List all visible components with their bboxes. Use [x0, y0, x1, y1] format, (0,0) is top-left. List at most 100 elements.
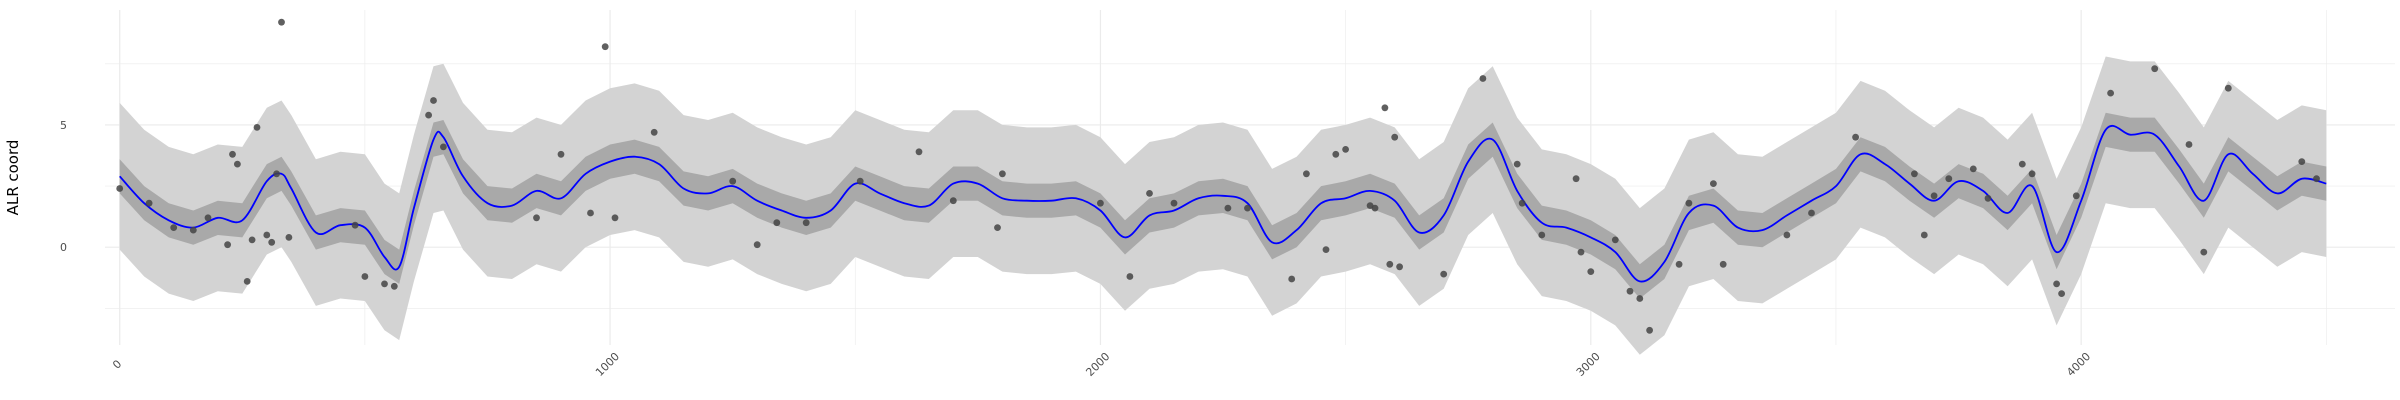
- data-point: [268, 238, 276, 246]
- data-point: [1611, 236, 1619, 244]
- x-tick-label: 1000: [593, 350, 622, 379]
- data-point: [856, 177, 864, 185]
- x-tick-label: 0: [110, 357, 124, 371]
- data-point: [1587, 268, 1595, 275]
- data-point: [1332, 150, 1340, 158]
- inner-credible-band: [119, 112, 2327, 299]
- data-point: [1371, 204, 1379, 212]
- data-point: [116, 185, 124, 192]
- data-point: [1146, 190, 1153, 197]
- data-point: [170, 224, 178, 232]
- data-point: [533, 214, 540, 222]
- data-point: [949, 197, 957, 205]
- y-axis-title: ALR coord: [4, 140, 22, 216]
- point-layer: [116, 18, 2320, 334]
- data-point: [1381, 104, 1389, 112]
- data-point: [2072, 192, 2080, 200]
- data-point: [611, 214, 619, 222]
- data-point: [351, 221, 359, 229]
- y-tick-label: 5: [60, 119, 67, 132]
- data-point: [243, 278, 251, 285]
- data-point: [145, 199, 153, 207]
- data-point: [1945, 175, 1953, 183]
- data-point: [2224, 84, 2232, 92]
- data-point: [2200, 248, 2208, 256]
- y-tick-label: 0: [60, 241, 67, 254]
- data-point: [2151, 65, 2159, 73]
- data-point: [390, 282, 398, 290]
- data-point: [1440, 270, 1448, 278]
- data-point: [2053, 280, 2061, 288]
- data-point: [994, 224, 1001, 232]
- data-point: [1852, 133, 1859, 141]
- data-point: [2107, 89, 2115, 97]
- x-tick-label: 3000: [1574, 350, 1603, 379]
- data-point: [189, 226, 197, 234]
- x-tick-label: 2000: [1083, 350, 1112, 379]
- data-point: [1646, 326, 1653, 334]
- data-point: [1920, 231, 1928, 239]
- data-point: [1808, 209, 1815, 217]
- data-point: [1719, 260, 1727, 268]
- data-point: [273, 170, 280, 178]
- data-point: [601, 43, 609, 51]
- data-point: [285, 234, 293, 241]
- data-point: [1126, 273, 1134, 280]
- x-tick-label: 4000: [2064, 350, 2093, 379]
- data-point: [1969, 165, 1977, 173]
- data-point: [753, 241, 761, 249]
- data-point: [1386, 260, 1394, 268]
- data-point: [1685, 199, 1693, 207]
- data-point: [1303, 170, 1310, 178]
- data-point: [1636, 295, 1644, 302]
- data-point: [1322, 246, 1330, 254]
- data-point: [1930, 192, 1938, 200]
- data-point: [229, 150, 236, 158]
- data-point: [1518, 199, 1526, 207]
- data-point: [204, 214, 212, 222]
- data-point: [1170, 199, 1178, 207]
- data-point: [1513, 160, 1521, 168]
- data-point: [1244, 204, 1251, 212]
- data-point: [2018, 160, 2026, 168]
- data-point: [1911, 170, 1918, 178]
- data-point: [361, 273, 369, 280]
- data-point: [1396, 263, 1403, 271]
- data-point: [234, 160, 241, 168]
- data-point: [802, 219, 810, 227]
- data-point: [1626, 287, 1634, 295]
- data-point: [278, 18, 285, 26]
- data-point: [1783, 231, 1791, 239]
- data-point: [224, 241, 232, 249]
- data-point: [2298, 158, 2306, 166]
- data-point: [2313, 175, 2320, 183]
- line-layer: [119, 124, 2327, 283]
- data-point: [1577, 248, 1585, 256]
- mean-line: [119, 124, 2327, 283]
- data-point: [1572, 175, 1580, 183]
- data-point: [2185, 141, 2193, 148]
- data-point: [253, 124, 261, 131]
- data-point: [263, 231, 271, 239]
- data-point: [1342, 146, 1349, 153]
- data-point: [557, 150, 565, 158]
- data-point: [1479, 75, 1487, 82]
- data-point: [650, 128, 658, 136]
- data-point: [1224, 204, 1232, 212]
- data-point: [425, 111, 432, 119]
- data-point: [1097, 199, 1104, 207]
- data-point: [1288, 275, 1296, 283]
- data-point: [773, 219, 781, 227]
- data-point: [430, 97, 437, 104]
- data-point: [1538, 231, 1546, 239]
- data-point: [1710, 180, 1717, 188]
- data-point: [1984, 194, 1992, 202]
- band-layer: [119, 56, 2327, 355]
- data-point: [2028, 170, 2036, 178]
- data-point: [587, 209, 594, 217]
- data-point: [248, 236, 256, 244]
- data-point: [915, 148, 923, 156]
- data-point: [2058, 290, 2066, 297]
